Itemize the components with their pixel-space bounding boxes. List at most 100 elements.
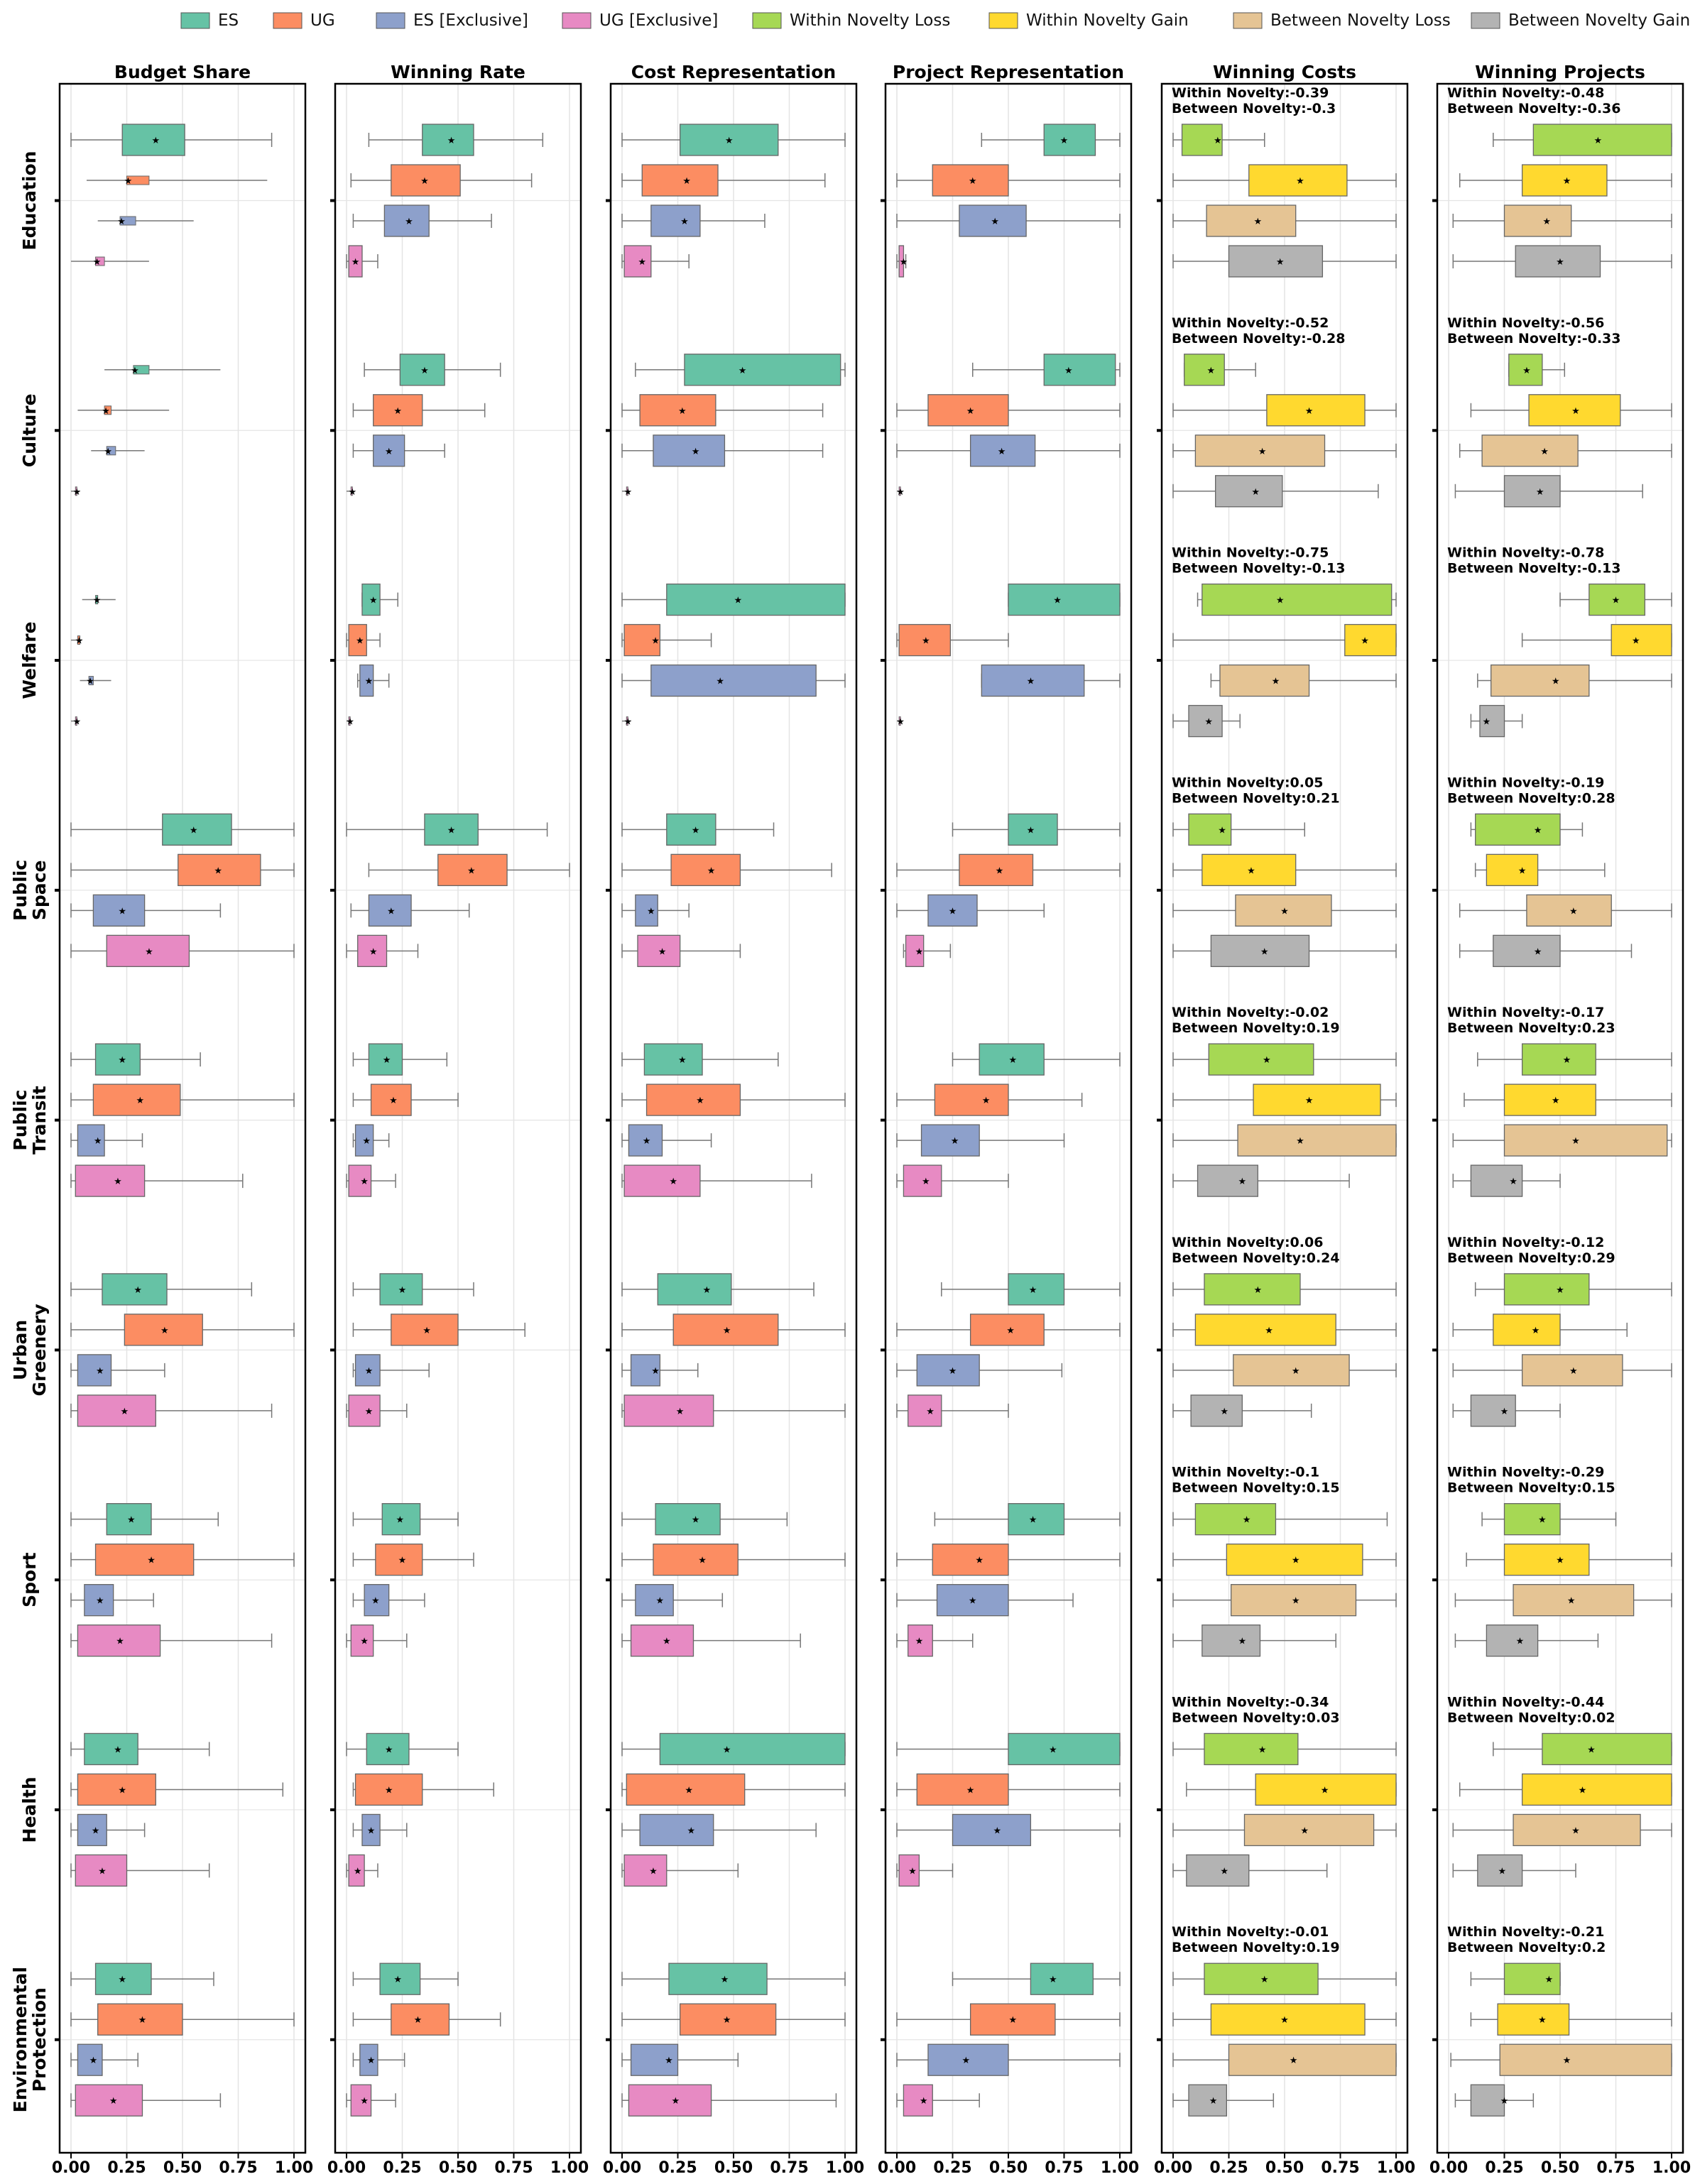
box-mark: ★ bbox=[621, 2003, 846, 2036]
box-mark: ★ bbox=[1459, 934, 1633, 967]
box-body bbox=[1497, 2003, 1570, 2036]
box-body bbox=[348, 623, 367, 657]
box-mark: ★ bbox=[896, 1314, 1121, 1346]
box-body bbox=[399, 354, 445, 386]
box-body bbox=[1230, 1584, 1357, 1617]
box-mark: ★ bbox=[1470, 1962, 1561, 1995]
mean-marker: ★ bbox=[1292, 1596, 1300, 1607]
mean-marker: ★ bbox=[962, 2055, 971, 2066]
box-body bbox=[903, 1164, 942, 1197]
mean-marker: ★ bbox=[1556, 1285, 1564, 1296]
mean-marker: ★ bbox=[1292, 1366, 1300, 1377]
mean-marker: ★ bbox=[72, 487, 81, 498]
mean-marker: ★ bbox=[1220, 1866, 1228, 1877]
x-tick-label: 0.25 bbox=[1485, 2159, 1523, 2177]
box-body bbox=[916, 1773, 1009, 1806]
box-body bbox=[1479, 704, 1505, 738]
box-body bbox=[77, 1773, 156, 1806]
mean-marker: ★ bbox=[365, 677, 374, 687]
mean-marker: ★ bbox=[393, 1975, 402, 1985]
mean-marker: ★ bbox=[447, 136, 456, 146]
panel: Cost Representation ★ ★ ★ ★ ★ ★ ★ ★ ★ ★ ★ ★ ★ ★ ★ ★ ★ ★ ★ ★ ★… bbox=[603, 62, 864, 2177]
box-mark: ★ bbox=[70, 934, 295, 967]
box-body bbox=[1493, 934, 1561, 967]
mean-marker: ★ bbox=[86, 677, 94, 687]
mean-marker: ★ bbox=[1296, 176, 1304, 187]
box-mark: ★ bbox=[1459, 164, 1672, 197]
box-body bbox=[379, 1962, 421, 1995]
legend-label: ES bbox=[218, 11, 239, 30]
box-body bbox=[908, 1625, 933, 1657]
box-body bbox=[373, 435, 405, 467]
box-body bbox=[75, 1164, 146, 1197]
mean-marker: ★ bbox=[134, 1285, 142, 1296]
box-mark: ★ bbox=[1172, 1962, 1397, 1995]
box-mark: ★ bbox=[621, 1314, 846, 1346]
annotation-between: Between Novelty:0.28 bbox=[1447, 790, 1615, 806]
x-tick-label: 0.00 bbox=[327, 2159, 366, 2177]
box-mark: ★ bbox=[70, 1043, 201, 1076]
mean-marker: ★ bbox=[348, 487, 356, 498]
box-mark: ★ bbox=[1172, 813, 1306, 846]
annotation-between: Between Novelty:0.15 bbox=[1172, 1480, 1340, 1496]
box-body bbox=[1470, 1164, 1523, 1197]
legend-swatch bbox=[376, 12, 405, 29]
box-body bbox=[1030, 1962, 1094, 1995]
mean-marker: ★ bbox=[1300, 1825, 1309, 1836]
box-body bbox=[1228, 245, 1324, 278]
box-body bbox=[77, 1813, 107, 1847]
mean-marker: ★ bbox=[1008, 1055, 1017, 1066]
mean-marker: ★ bbox=[1296, 1136, 1304, 1147]
box-body bbox=[969, 435, 1036, 467]
box-body bbox=[623, 1394, 714, 1427]
box-body bbox=[121, 124, 185, 156]
box-mark: ★ bbox=[352, 2003, 501, 2036]
box-body bbox=[391, 2003, 450, 2036]
box-body bbox=[1208, 1043, 1314, 1076]
box-body bbox=[1508, 354, 1543, 386]
annotation-between: Between Novelty:0.29 bbox=[1447, 1250, 1615, 1266]
box-mark: ★ bbox=[1474, 853, 1606, 886]
box-mark: ★ bbox=[352, 1314, 525, 1346]
mean-marker: ★ bbox=[1280, 906, 1289, 917]
mean-marker: ★ bbox=[93, 596, 102, 606]
box-mark: ★ bbox=[1172, 1273, 1397, 1306]
box-body bbox=[1204, 1273, 1301, 1306]
box-mark: ★ bbox=[896, 1124, 1065, 1157]
legend-label: UG bbox=[310, 11, 335, 30]
box-mark: ★ bbox=[621, 394, 824, 427]
box-body bbox=[630, 1354, 661, 1387]
box-body bbox=[1206, 204, 1297, 237]
mean-marker: ★ bbox=[360, 2096, 369, 2107]
box-body bbox=[1204, 1962, 1319, 1995]
box-mark: ★ bbox=[1172, 1083, 1397, 1116]
box-mark: ★ bbox=[621, 204, 765, 237]
box-body bbox=[1043, 354, 1116, 386]
box-mark: ★ bbox=[1459, 1773, 1672, 1806]
box-body bbox=[1190, 1394, 1243, 1427]
mean-marker: ★ bbox=[420, 366, 429, 376]
box-mark: ★ bbox=[1172, 2084, 1275, 2117]
box-body bbox=[357, 934, 388, 967]
panel: Winning Rate ★ ★ ★ ★ ★ ★ ★ ★ ★ ★ ★ ★ ★ ★ ★ ★ ★ ★ ★ ★ ★ ★ ★ ★ ★ ★ ★ ★… bbox=[327, 62, 589, 2177]
box-body bbox=[1202, 1625, 1261, 1657]
box-mark: ★ bbox=[1172, 1164, 1350, 1197]
box-mark: ★ bbox=[621, 1043, 779, 1076]
mean-marker: ★ bbox=[118, 1785, 126, 1796]
box-body bbox=[368, 1043, 403, 1076]
box-mark: ★ bbox=[70, 1083, 295, 1116]
mean-marker: ★ bbox=[1305, 1096, 1314, 1106]
box-mark: ★ bbox=[952, 1043, 1121, 1076]
mean-marker: ★ bbox=[1563, 176, 1571, 187]
box-body bbox=[1043, 124, 1096, 156]
mean-marker: ★ bbox=[651, 636, 660, 647]
mean-marker: ★ bbox=[1214, 136, 1222, 146]
box-body bbox=[630, 1625, 694, 1657]
mean-marker: ★ bbox=[1361, 636, 1369, 647]
box-mark: ★ bbox=[1172, 1625, 1336, 1657]
box-body bbox=[1008, 1732, 1121, 1766]
legend-swatch bbox=[1233, 12, 1263, 29]
mean-marker: ★ bbox=[365, 1366, 374, 1377]
box-body bbox=[354, 1124, 374, 1157]
